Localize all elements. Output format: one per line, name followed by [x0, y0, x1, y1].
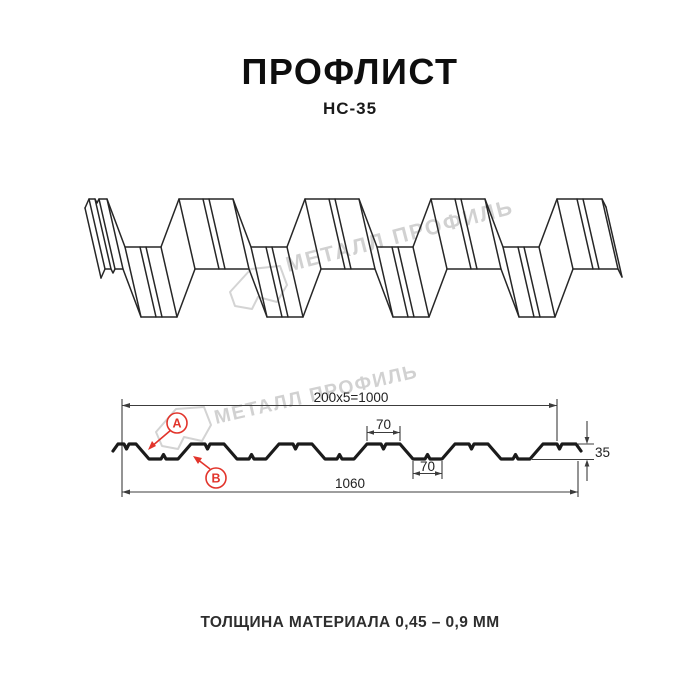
dim-top-flange-text: 70	[376, 417, 391, 432]
callout-b: B	[193, 456, 227, 489]
dimension-arrowheads	[122, 403, 590, 495]
profile-3d-length-lines	[84, 198, 623, 318]
metall-profil-logo-icon	[229, 265, 288, 310]
callout-a-label: A	[172, 417, 181, 431]
dim-total-width-text: 1060	[335, 476, 365, 491]
thickness-note: ТОЛЩИНА МАТЕРИАЛА 0,45 – 0,9 ММ	[200, 614, 500, 631]
callout-b-label: B	[211, 472, 220, 486]
profile-section-line	[111, 442, 583, 461]
metall-profil-logo-icon	[155, 406, 212, 450]
callout-a: A	[148, 412, 188, 450]
cross-section-drawing: 200x5=1000 70 70 1060 35 A B	[111, 390, 610, 497]
dim-height-text: 35	[595, 445, 610, 460]
profile-model-label: НС-35	[322, 99, 378, 118]
page-title: ПРОФЛИСТ	[241, 51, 459, 92]
dimension-lines	[121, 399, 594, 497]
dim-coverage-text: 200x5=1000	[314, 390, 389, 405]
profile-3d-drawing	[84, 198, 623, 318]
profile-3d-near-edge	[100, 268, 623, 318]
watermark-text: МЕТАЛЛ ПРОФИЛЬ	[283, 195, 516, 277]
dim-bottom-flange-text: 70	[420, 459, 435, 474]
